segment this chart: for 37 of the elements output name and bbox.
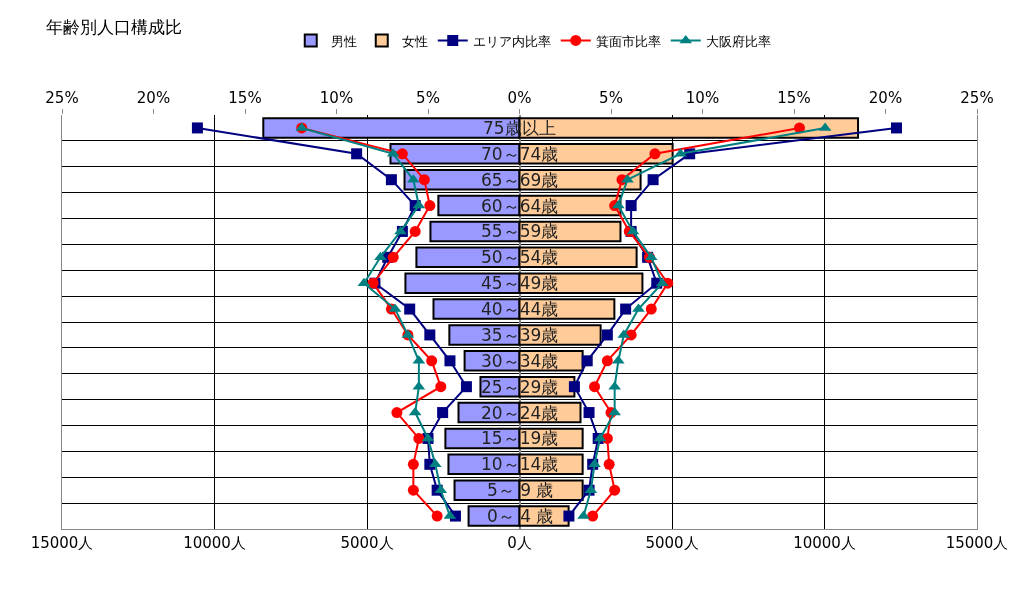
x2-tick-label: 20% [868, 89, 903, 107]
y-tick-label: 15～19歳 [481, 428, 559, 448]
y-tick-label: 60～64歳 [481, 196, 559, 216]
x-tick-label: 5000人 [340, 534, 394, 552]
x-tick-label: 15000人 [945, 534, 1009, 552]
x-tick-label: 0人 [507, 534, 532, 552]
y-tick-label: 30～34歳 [481, 351, 559, 371]
legend-label: 大阪府比率 [705, 33, 771, 49]
legend-label: 女性 [401, 33, 428, 49]
x2-tick-label: 15% [777, 89, 811, 107]
y-tick-label: 20～24歳 [481, 403, 559, 423]
y-tick-label: 35～39歳 [481, 325, 559, 345]
legend-label: 男性 [330, 33, 357, 49]
y-tick-label: 55～59歳 [481, 221, 559, 241]
x2-tick-label: 25% [960, 89, 994, 107]
y-tick-label: 25～29歳 [481, 377, 559, 397]
x-tick-label: 15000人 [30, 534, 94, 552]
y-tick-label: 0～ 4 歳 [487, 506, 554, 526]
x-tick-label: 10000人 [183, 534, 246, 552]
x2-tick-label: 20% [136, 89, 171, 107]
legend-label: エリア内比率 [472, 33, 551, 49]
x2-tick-label: 0% [507, 89, 532, 107]
y-tick-label: 70～74歳 [481, 144, 559, 164]
x-tick-label: 10000人 [793, 534, 856, 552]
x2-tick-label: 10% [319, 89, 354, 107]
x2-tick-label: 10% [685, 89, 720, 107]
legend-label: 箕面市比率 [595, 33, 661, 49]
x2-tick-label: 5% [416, 89, 440, 107]
y-tick-label: 50～54歳 [481, 247, 559, 267]
chart-title: 年齢別人口構成比 [45, 16, 182, 37]
y-tick-label: 65～69歳 [481, 170, 559, 190]
x2-tick-label: 25% [45, 89, 79, 107]
y-tick-label: 10～14歳 [481, 454, 559, 474]
x2-tick-label: 5% [599, 89, 623, 107]
x-tick-label: 5000人 [645, 534, 699, 552]
y-tick-label: 5～ 9 歳 [487, 480, 554, 500]
x2-tick-label: 15% [228, 89, 262, 107]
